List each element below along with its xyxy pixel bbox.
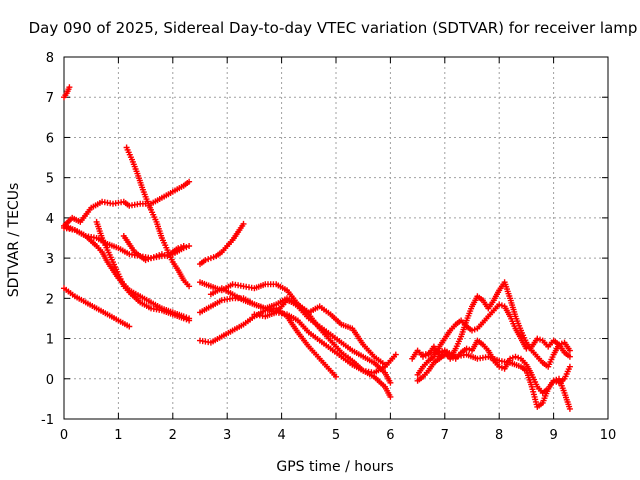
data-point <box>392 351 399 358</box>
data-point <box>387 379 394 386</box>
series-1 <box>61 84 73 101</box>
series-14 <box>251 297 388 368</box>
data-point <box>186 283 193 290</box>
data-point <box>158 251 165 258</box>
data-point <box>175 245 182 252</box>
data-point <box>126 323 133 330</box>
series-17 <box>414 337 573 396</box>
y-axis: -1 0 1 2 3 4 5 6 7 8 <box>41 51 608 428</box>
x-tick-label: 3 <box>223 428 231 443</box>
y-tick-label: 5 <box>46 172 54 187</box>
y-tick-label: 0 <box>46 373 54 388</box>
data-point <box>387 393 394 400</box>
series-9 <box>197 220 247 268</box>
data-point <box>240 220 247 227</box>
data-point <box>515 354 522 361</box>
x-tick-label: 8 <box>495 428 503 443</box>
series-7 <box>123 144 193 290</box>
data-point <box>66 84 73 91</box>
data-point <box>186 243 193 249</box>
x-tick-label: 10 <box>600 428 617 443</box>
x-tick-label: 1 <box>114 428 122 443</box>
series-18 <box>420 347 573 412</box>
data-point <box>183 316 190 323</box>
x-tick-label: 0 <box>60 428 68 443</box>
series-8 <box>120 233 187 264</box>
series-6 <box>61 285 133 330</box>
x-tick-label: 6 <box>386 428 394 443</box>
data-point <box>148 255 154 262</box>
data-series <box>61 84 573 412</box>
y-tick-label: 3 <box>46 252 54 267</box>
x-tick-label: 7 <box>441 428 449 443</box>
data-point <box>566 405 573 412</box>
series-2 <box>61 178 193 229</box>
data-point <box>566 353 573 360</box>
series-10 <box>197 279 394 400</box>
x-tick-label: 5 <box>332 428 340 443</box>
series-15 <box>409 279 573 370</box>
y-tick-label: 1 <box>46 333 54 348</box>
y-axis-label: SDTVAR / TECUs <box>6 183 22 298</box>
data-point <box>202 257 209 264</box>
series-trace <box>199 307 337 378</box>
y-tick-label: 6 <box>46 131 54 146</box>
data-point <box>186 317 193 324</box>
x-tick-label: 4 <box>277 428 285 443</box>
x-tick-label: 2 <box>169 428 177 443</box>
y-tick-label: -1 <box>41 413 54 428</box>
data-point <box>382 361 388 368</box>
data-point <box>207 255 214 262</box>
data-point <box>566 363 573 370</box>
data-point <box>186 178 193 185</box>
data-point <box>566 347 573 354</box>
x-tick-label: 9 <box>549 428 557 443</box>
x-axis-label: GPS time / hours <box>276 459 393 475</box>
y-tick-label: 7 <box>46 91 54 106</box>
y-tick-label: 2 <box>46 292 54 307</box>
series-5 <box>93 218 193 324</box>
series-13 <box>207 285 399 376</box>
y-tick-label: 8 <box>46 51 54 66</box>
data-point <box>180 243 187 249</box>
chart-title: Day 090 of 2025, Sidereal Day-to-day VTE… <box>29 19 638 37</box>
x-axis: 0 1 2 3 4 5 6 7 8 9 10 <box>60 57 616 443</box>
data-point <box>333 373 339 380</box>
series-16 <box>414 301 573 378</box>
y-tick-label: 4 <box>46 212 54 227</box>
